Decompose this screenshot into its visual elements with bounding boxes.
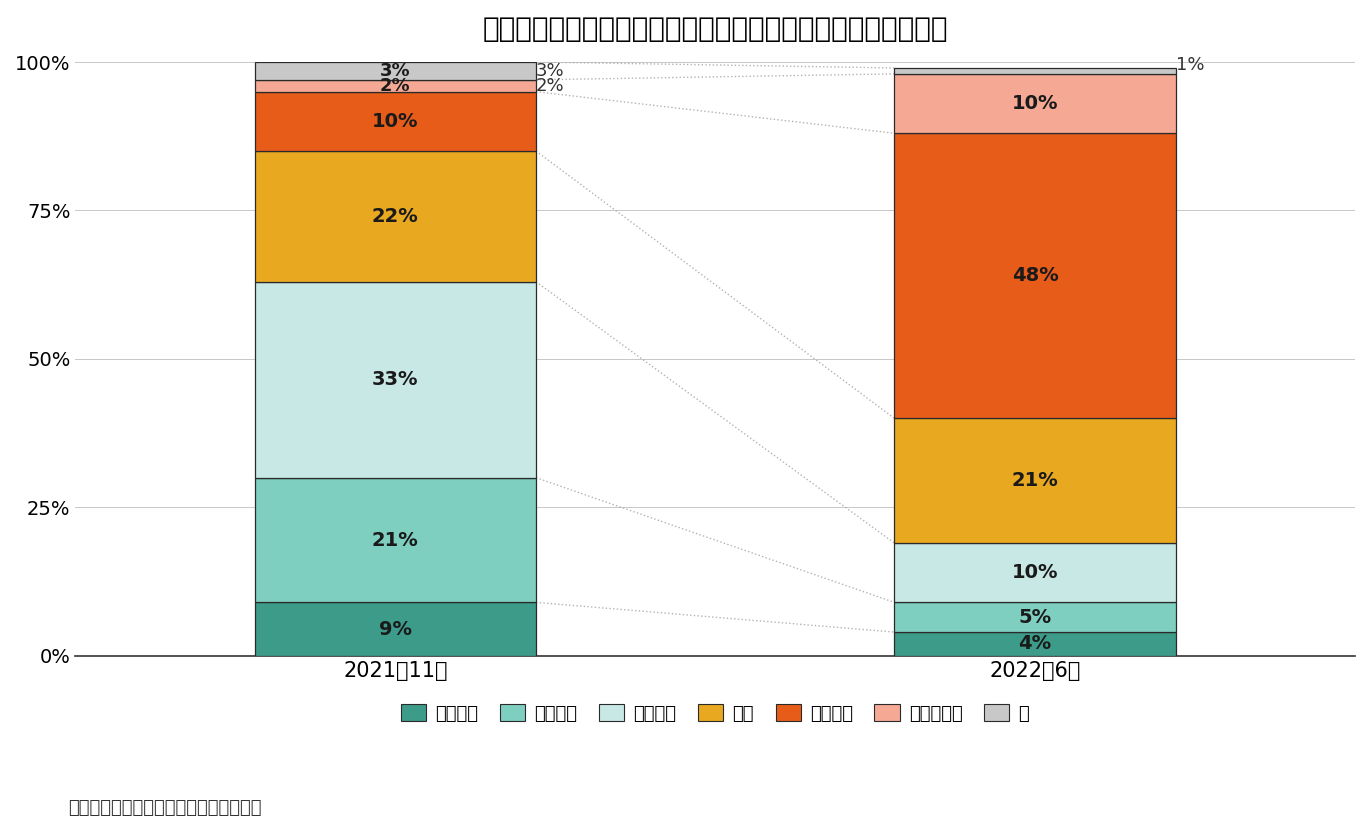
Text: 4%: 4% bbox=[1018, 634, 1052, 653]
Bar bbox=[895, 68, 1175, 74]
Text: 2%: 2% bbox=[536, 77, 564, 95]
Text: 2%: 2% bbox=[379, 77, 411, 95]
Text: 21%: 21% bbox=[1011, 471, 1059, 490]
Bar bbox=[895, 543, 1175, 602]
Title: 図表１：不動産市場サイクルに関する世界の機関投資家の見解: 図表１：不動産市場サイクルに関する世界の機関投資家の見解 bbox=[482, 15, 948, 43]
Bar bbox=[895, 418, 1175, 543]
Bar bbox=[255, 151, 536, 281]
Bar bbox=[895, 632, 1175, 656]
Text: 21%: 21% bbox=[371, 530, 419, 549]
Bar bbox=[255, 80, 536, 92]
Text: 5%: 5% bbox=[1018, 608, 1052, 627]
Text: 48%: 48% bbox=[1011, 266, 1059, 285]
Text: 9%: 9% bbox=[378, 620, 412, 639]
Bar bbox=[895, 602, 1175, 632]
Text: 10%: 10% bbox=[373, 112, 418, 131]
Bar bbox=[255, 62, 536, 80]
Text: （プレキンのデータより筆者にて作成）: （プレキンのデータより筆者にて作成） bbox=[68, 799, 262, 817]
Text: 1%: 1% bbox=[1175, 56, 1204, 74]
Text: 3%: 3% bbox=[379, 62, 411, 80]
Text: 10%: 10% bbox=[1012, 94, 1059, 113]
Legend: 回復初期, 上昇相場, 天井間近, 天井, 下降局面, 底入れ間近, 底: 回復初期, 上昇相場, 天井間近, 天井, 下降局面, 底入れ間近, 底 bbox=[395, 696, 1037, 730]
Text: 33%: 33% bbox=[373, 370, 418, 389]
Bar bbox=[255, 602, 536, 656]
Bar bbox=[255, 92, 536, 151]
Text: 22%: 22% bbox=[371, 207, 419, 226]
Text: 10%: 10% bbox=[1012, 563, 1059, 582]
Bar bbox=[895, 74, 1175, 134]
Bar bbox=[255, 281, 536, 478]
Text: 3%: 3% bbox=[536, 62, 564, 80]
Bar bbox=[895, 134, 1175, 418]
Bar bbox=[255, 478, 536, 602]
